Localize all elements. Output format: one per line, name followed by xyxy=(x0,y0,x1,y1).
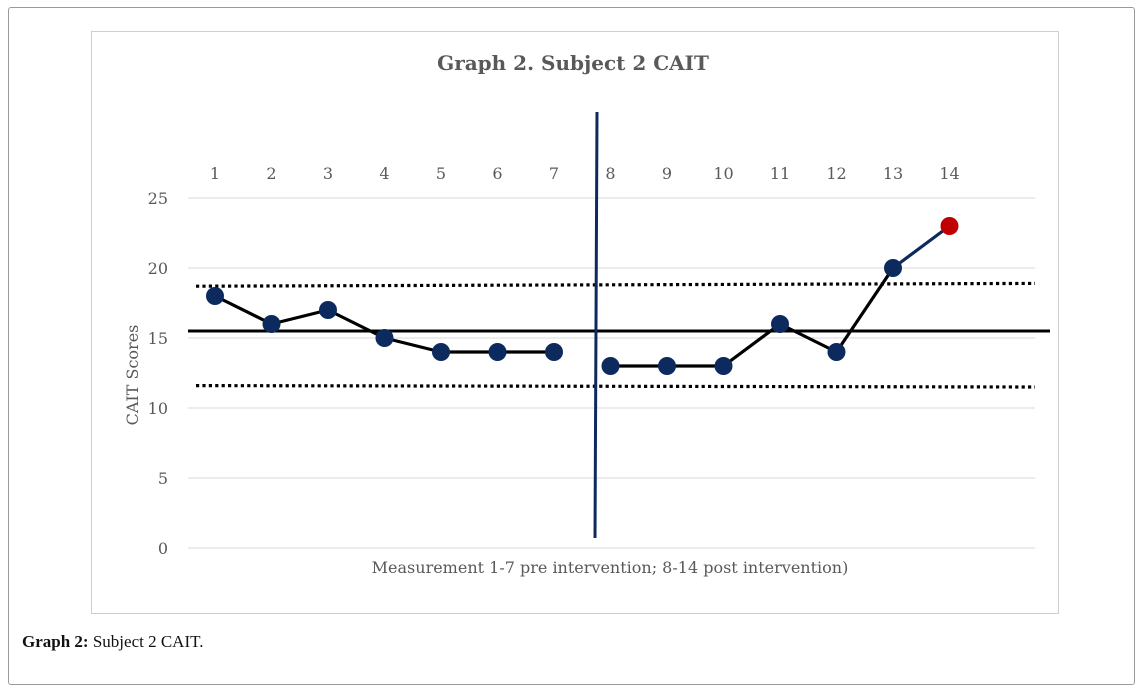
y-tick-label-25: 25 xyxy=(148,189,168,208)
data-point-5 xyxy=(432,343,450,361)
x-tick-label-5: 5 xyxy=(436,164,446,183)
x-tick-label-3: 3 xyxy=(323,164,333,183)
x-tick-label-8: 8 xyxy=(605,164,615,183)
caption-text: Subject 2 CAIT. xyxy=(88,632,204,651)
series-1 xyxy=(206,287,563,361)
caption-label: Graph 2: xyxy=(22,632,89,651)
phase-change xyxy=(593,111,599,539)
x-tick-label-6: 6 xyxy=(492,164,502,183)
gridlines xyxy=(188,197,1035,549)
data-point-10 xyxy=(714,357,733,375)
figure-frame xyxy=(8,7,1135,685)
y-tick-label-0: 0 xyxy=(158,539,168,558)
chart-area xyxy=(91,31,1059,614)
data-point-2 xyxy=(262,315,281,333)
data-point-14 xyxy=(940,217,959,235)
x-tick-label-14: 14 xyxy=(939,164,959,183)
x-tick-label-13: 13 xyxy=(883,164,903,183)
y-tick-label-5: 5 xyxy=(158,469,168,488)
x-tick-label-2: 2 xyxy=(266,164,276,183)
data-point-9 xyxy=(658,357,676,375)
x-tick-label-1: 1 xyxy=(210,164,220,183)
sd-band-line-2 xyxy=(195,384,1036,389)
x-tick-label-10: 10 xyxy=(713,164,733,183)
y-tick-label-10: 10 xyxy=(148,399,168,418)
data-point-12 xyxy=(827,343,846,361)
series-2 xyxy=(601,259,902,375)
x-tick-label-7: 7 xyxy=(549,164,559,183)
y-tick-label-20: 20 xyxy=(148,259,168,278)
y-tick-label-15: 15 xyxy=(148,329,168,348)
x-tick-label-12: 12 xyxy=(826,164,846,183)
x-tick-label-11: 11 xyxy=(770,164,790,183)
x-axis-label: Measurement 1-7 pre intervention; 8-14 p… xyxy=(372,558,849,577)
x-axis-ticks: 1 2 3 4 5 6 7 8 9 10 11 12 13 14 xyxy=(210,164,960,183)
series-3 xyxy=(892,217,959,270)
data-series xyxy=(206,217,959,375)
y-axis-ticks: 0 5 10 15 20 25 xyxy=(148,189,168,558)
sd-band-line-1 xyxy=(195,281,1036,288)
y-axis-label: CAIT Scores xyxy=(123,325,142,426)
x-tick-label-4: 4 xyxy=(379,164,389,183)
data-point-6 xyxy=(488,343,507,361)
data-point-4 xyxy=(375,329,394,347)
data-point-3 xyxy=(319,301,337,319)
series-2-line xyxy=(610,267,895,368)
data-point-11 xyxy=(771,315,789,333)
reference-lines xyxy=(188,281,1050,389)
figure-caption: Graph 2: Subject 2 CAIT. xyxy=(22,632,204,652)
data-point-8 xyxy=(601,357,620,375)
data-point-1 xyxy=(206,287,224,305)
chart-title: Graph 2. Subject 2 CAIT xyxy=(437,51,709,75)
phase-change-line xyxy=(593,111,599,539)
x-tick-label-9: 9 xyxy=(662,164,672,183)
series-3-line xyxy=(892,224,951,270)
data-point-7 xyxy=(545,343,563,361)
